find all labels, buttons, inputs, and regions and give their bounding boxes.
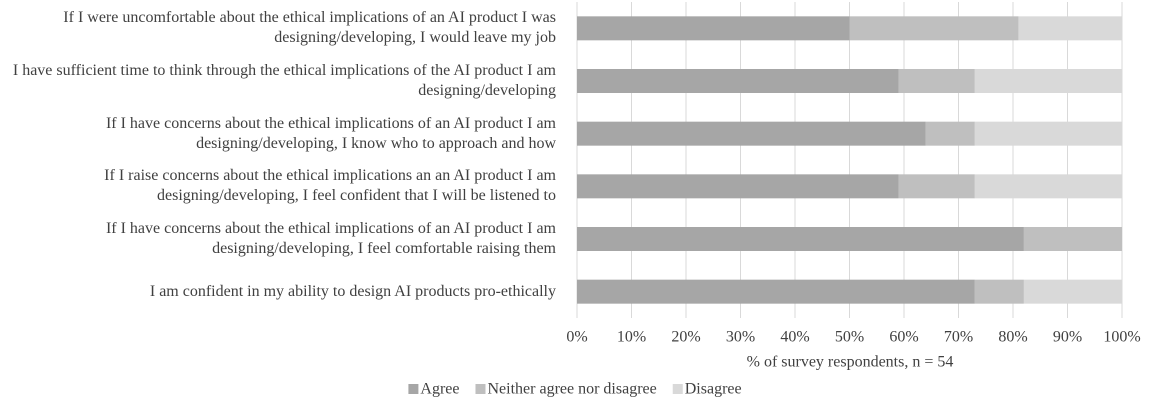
legend-label: Neither agree nor disagree	[487, 381, 656, 398]
bar-segment	[1018, 16, 1122, 41]
bar-segment	[974, 174, 1122, 199]
x-tick-label: 40%	[780, 329, 809, 346]
x-tick-label: 50%	[835, 329, 864, 346]
bar-segment	[1023, 227, 1122, 251]
bar-segment	[577, 174, 899, 199]
x-tick-label: 30%	[726, 329, 755, 346]
bar-segment	[925, 121, 975, 146]
x-tick-label: 70%	[944, 329, 973, 346]
bar-segment	[577, 121, 926, 146]
x-axis-title: % of survey respondents, n = 54	[747, 354, 954, 371]
legend: Agree Neither agree nor disagree Disagree	[408, 381, 742, 398]
bar-segment	[974, 69, 1122, 93]
x-tick-label: 60%	[889, 329, 918, 346]
y-tick-label: If I raise concerns about the ethical im…	[104, 167, 556, 205]
legend-swatch	[475, 384, 486, 394]
legend-label: Disagree	[685, 381, 742, 398]
bar-segment	[1023, 279, 1122, 304]
y-tick-label: If I were uncomfortable about the ethica…	[63, 9, 556, 47]
y-tick-label: If I have concerns about the ethical imp…	[105, 220, 556, 257]
bar-segment	[577, 16, 850, 41]
x-tick-label: 80%	[998, 329, 1027, 346]
x-tick-label: 90%	[1053, 329, 1082, 346]
y-tick-label: I am confident in my ability to design A…	[149, 282, 556, 300]
x-tick-label: 20%	[671, 329, 700, 346]
x-tick-label: 0%	[566, 329, 587, 346]
legend-label: Agree	[420, 381, 459, 398]
bar-segment	[577, 227, 1024, 251]
bar-segment	[898, 174, 975, 199]
y-tick-label: I have sufficient time to think through …	[12, 62, 556, 99]
bar-segment	[974, 121, 1122, 146]
bar-segment	[577, 69, 899, 93]
bar-segment	[898, 69, 975, 93]
bar-segment	[974, 279, 1024, 304]
y-tick-label: If I have concerns about the ethical imp…	[105, 114, 556, 152]
bar-segment	[849, 16, 1019, 41]
legend-swatch	[408, 384, 419, 394]
x-tick-label: 100%	[1103, 329, 1140, 346]
x-tick-label: 10%	[617, 329, 646, 346]
bar-segment	[577, 279, 975, 304]
legend-swatch	[672, 384, 683, 394]
